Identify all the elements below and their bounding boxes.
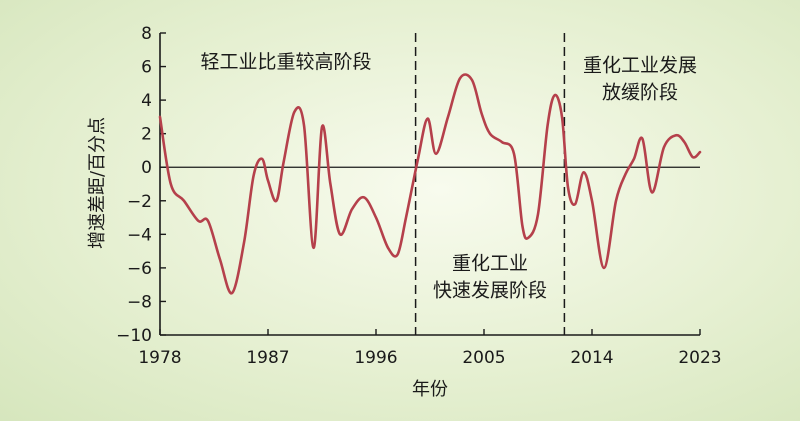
annotation-line: 轻工业比重较高阶段: [200, 51, 371, 73]
series-group: [158, 73, 702, 295]
y-tick-label: −8: [127, 292, 152, 312]
y-tick-label: −10: [116, 326, 152, 346]
dividers: [414, 33, 566, 335]
x-tick-label: 2023: [678, 348, 721, 368]
y-tick-label: −4: [127, 225, 152, 245]
y-tick-label: 8: [141, 24, 152, 44]
y-tick-label: 6: [141, 58, 152, 78]
annotation-line: 重化工业: [452, 253, 528, 275]
annotation-line: 放缓阶段: [602, 82, 678, 104]
stage-annotation: 重化工业发展放缓阶段: [583, 55, 697, 104]
x-tick-label: 1996: [354, 348, 397, 368]
tick-labels: −10 −8 −6 −4 −2 0 2 4 6 8 1978 1987 1996 2005 2014 2023: [116, 24, 722, 368]
x-tick-label: 1987: [246, 348, 289, 368]
annotation-line: 重化工业发展: [583, 55, 697, 77]
series-line: [158, 73, 702, 295]
stage-annotation: 轻工业比重较高阶段: [200, 51, 371, 73]
x-tick-label: 1978: [138, 348, 181, 368]
y-tick-label: −2: [127, 192, 152, 212]
stage-annotation: 重化工业快速发展阶段: [433, 253, 547, 302]
x-tick-label: 2005: [462, 348, 505, 368]
y-tick-label: 4: [141, 91, 152, 111]
axes: [159, 32, 701, 336]
x-axis-title: 年份: [412, 379, 448, 400]
y-tick-label: −6: [127, 259, 152, 279]
y-axis-title: 增速差距/百分点: [87, 117, 108, 249]
x-tick-label: 2014: [570, 348, 613, 368]
y-tick-label: 0: [141, 158, 152, 178]
annotation-line: 快速发展阶段: [433, 280, 547, 302]
y-tick-label: 2: [141, 125, 152, 145]
